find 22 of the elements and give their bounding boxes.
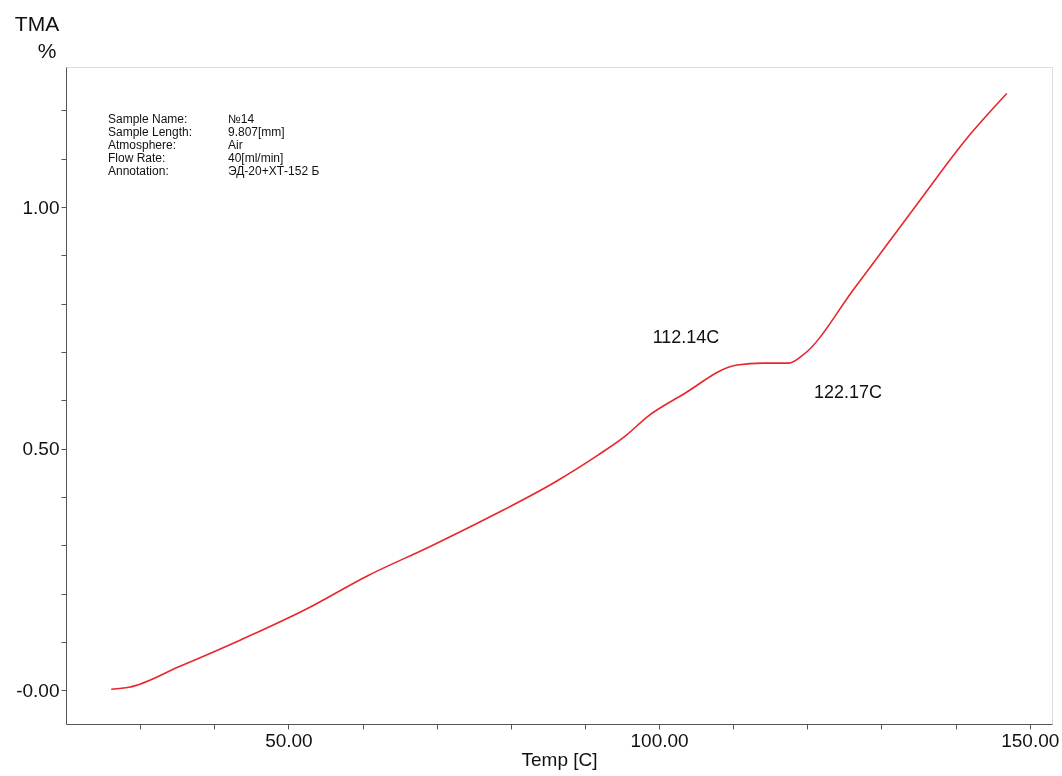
x-tick-label: 50.00: [265, 729, 313, 751]
annotation: ЭД-20+ХТ-152 Б: [228, 164, 320, 178]
annotation: Flow Rate:: [108, 151, 166, 165]
y-tick-label: 1.00: [22, 196, 60, 218]
x-axis-title: Temp [C]: [521, 748, 598, 770]
annotation: Sample Name:: [108, 112, 188, 126]
y-tick-label: -0.00: [16, 679, 60, 701]
line-series: [110, 92, 1008, 691]
annotation: Annotation:: [108, 164, 169, 178]
annotation: 122.17C: [813, 382, 883, 402]
x-tick-label: 150.00: [1001, 729, 1060, 751]
annotation: №14: [228, 112, 255, 126]
chart-title: TMA: [14, 12, 60, 35]
annotation: 40[ml/min]: [228, 151, 284, 165]
annotation: Atmosphere:: [108, 138, 177, 152]
annotation: 112.14C: [652, 327, 720, 347]
y-tick-label: 0.50: [22, 438, 60, 460]
x-tick-label: 100.00: [630, 729, 689, 751]
annotation: 9.807[mm]: [228, 125, 285, 139]
annotation: Air: [228, 138, 243, 152]
annotation: Sample Length:: [108, 125, 193, 139]
y-axis-title: %: [37, 39, 57, 62]
